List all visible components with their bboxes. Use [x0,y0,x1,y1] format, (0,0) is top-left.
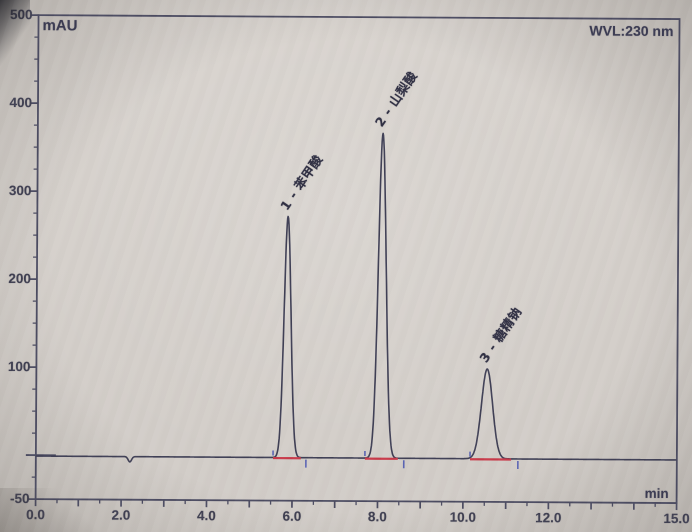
x-tick-label-12.0: 12.0 [535,510,562,526]
y-tick-label-200: 200 [8,270,31,287]
x-tick-label-6.0: 6.0 [282,508,302,524]
x-axis-unit-label: min [644,485,669,502]
x-tick-label-4.0: 4.0 [196,508,216,524]
y-tick-label--50: -50 [10,490,30,507]
x-tick-label-2.0: 2.0 [111,507,131,523]
axis-major-ticks [28,14,678,511]
y-tick-label-400: 400 [9,94,33,111]
chromatogram-trace [35,132,678,463]
y-tick-label-100: 100 [7,358,31,375]
detector-wavelength-label: WVL:230 nm [589,22,674,40]
axis-minor-ticks [31,36,656,507]
x-tick-label-8.0: 8.0 [367,509,387,525]
x-tick-label-10.0: 10.0 [449,509,477,525]
plot-frame [34,14,681,504]
x-tick-label-15.0: 15.0 [663,510,690,527]
y-tick-label-300: 300 [8,182,32,199]
x-tick-label-0.0: 0.0 [26,507,45,523]
y-axis-unit-label: mAU [42,17,78,35]
y-tick-label-500: 500 [9,6,33,23]
